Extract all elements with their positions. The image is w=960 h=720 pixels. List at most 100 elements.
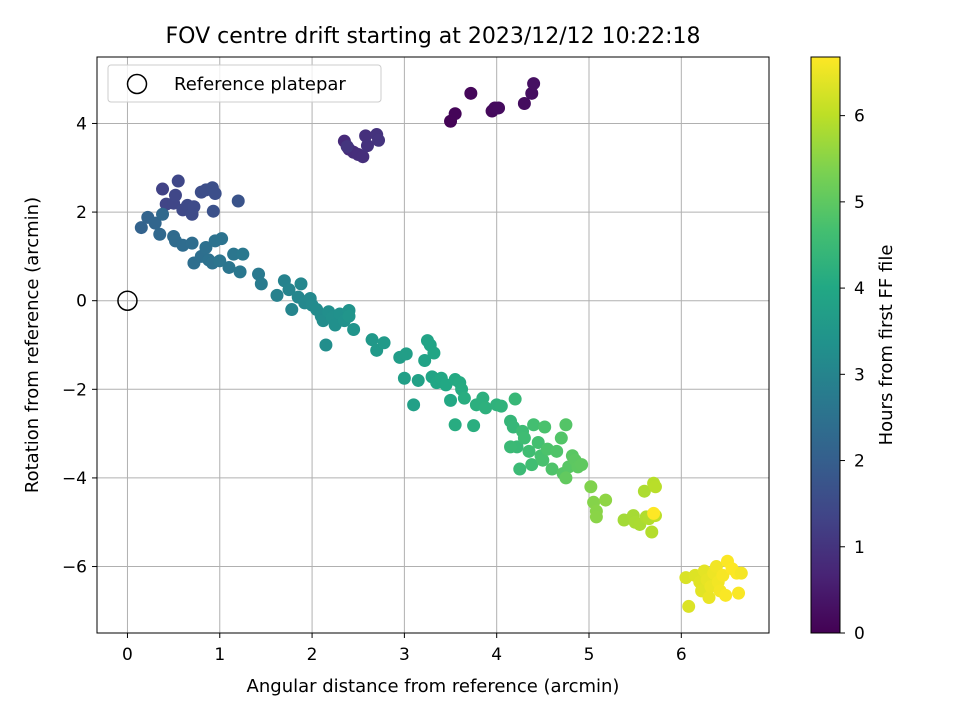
data-point: [599, 493, 613, 507]
data-point: [467, 419, 481, 433]
data-point: [233, 265, 247, 279]
data-point: [517, 97, 531, 111]
data-point: [525, 458, 539, 472]
data-point: [637, 484, 651, 498]
data-point: [645, 525, 659, 539]
data-point: [719, 588, 733, 602]
data-point: [342, 309, 356, 323]
data-point: [407, 398, 421, 412]
data-point: [187, 200, 201, 214]
data-point: [525, 86, 539, 100]
data-point: [222, 260, 236, 274]
data-point: [347, 322, 361, 336]
plot-frame: [96, 56, 770, 634]
reference-marker: [117, 290, 138, 311]
data-point: [517, 431, 531, 445]
data-point: [554, 431, 568, 445]
scatter-points: [134, 77, 748, 613]
data-point: [732, 586, 746, 600]
colorbar-tick-label: 2: [854, 452, 865, 472]
y-axis-label: Rotation from reference (arcmin): [22, 197, 43, 493]
data-point: [213, 254, 227, 268]
data-point: [185, 236, 199, 250]
data-point: [589, 510, 603, 524]
data-point: [319, 338, 333, 352]
data-point: [575, 458, 589, 472]
data-point: [360, 139, 374, 153]
data-point: [199, 241, 213, 255]
data-point: [359, 129, 373, 143]
data-point: [372, 133, 386, 147]
data-point: [365, 333, 379, 347]
data-point: [734, 566, 748, 580]
data-point: [254, 277, 268, 291]
y-tick-label: 2: [76, 203, 87, 223]
data-point: [399, 347, 413, 361]
x-tick-label: 2: [307, 645, 318, 665]
data-point: [148, 216, 162, 230]
legend-reference-marker: [126, 73, 148, 95]
colorbar-tick-label: 0: [854, 624, 865, 644]
legend-box: [107, 64, 382, 103]
data-point: [479, 401, 493, 415]
data-point: [168, 188, 182, 202]
data-point: [397, 371, 411, 385]
data-point: [231, 194, 245, 208]
data-point: [156, 182, 170, 196]
y-tick-label: 4: [76, 114, 87, 134]
data-point: [227, 247, 241, 261]
colorbar-tick-label: 4: [854, 279, 865, 299]
data-point: [648, 480, 662, 494]
data-point: [538, 420, 552, 434]
x-tick-label: 5: [584, 645, 595, 665]
data-point: [411, 373, 425, 387]
data-point: [492, 101, 506, 115]
chart-title: FOV centre drift starting at 2023/12/12 …: [166, 24, 701, 49]
x-axis-label: Angular distance from reference (arcmin): [247, 676, 620, 697]
data-point: [206, 204, 220, 218]
colorbar: 0 1 2 3 4 5 6 Hours from first FF file: [810, 56, 897, 644]
data-point: [153, 227, 167, 241]
x-tick-label: 1: [214, 645, 225, 665]
x-tick-label: 4: [491, 645, 502, 665]
y-tick-label: −4: [62, 469, 87, 489]
data-point: [457, 391, 471, 405]
colorbar-ticks: 0 1 2 3 4 5 6: [840, 107, 865, 644]
data-point: [252, 267, 266, 281]
data-point: [702, 591, 716, 605]
data-point: [340, 140, 354, 154]
colorbar-label: Hours from first FF file: [876, 245, 897, 446]
legend-entry-reference: Reference platepar: [174, 74, 346, 95]
data-point: [584, 480, 598, 494]
data-point: [559, 471, 573, 485]
data-point: [559, 418, 573, 432]
colorbar-gradient: [810, 56, 841, 634]
colorbar-tick-label: 5: [854, 193, 865, 213]
data-point: [647, 506, 661, 520]
data-point: [682, 599, 696, 613]
data-point: [494, 399, 508, 413]
data-point: [208, 186, 222, 200]
data-point: [285, 303, 299, 317]
data-point: [418, 354, 432, 368]
data-point: [215, 232, 229, 246]
data-point: [550, 444, 564, 458]
data-point: [513, 462, 527, 476]
data-point: [716, 568, 730, 582]
grid: [97, 57, 769, 633]
x-tick-labels: 0 1 2 3 4 5 6: [122, 645, 687, 665]
data-point: [427, 346, 441, 360]
data-point: [282, 283, 296, 297]
legend: Reference platepar: [107, 64, 382, 103]
data-point: [527, 77, 541, 91]
data-point: [134, 221, 148, 235]
data-point: [476, 391, 490, 405]
data-point: [522, 444, 536, 458]
data-point: [448, 107, 462, 121]
y-tick-label: −2: [62, 380, 87, 400]
data-point: [536, 453, 550, 467]
data-point: [377, 336, 391, 350]
data-point: [171, 174, 185, 188]
colorbar-tick-label: 1: [854, 538, 865, 558]
